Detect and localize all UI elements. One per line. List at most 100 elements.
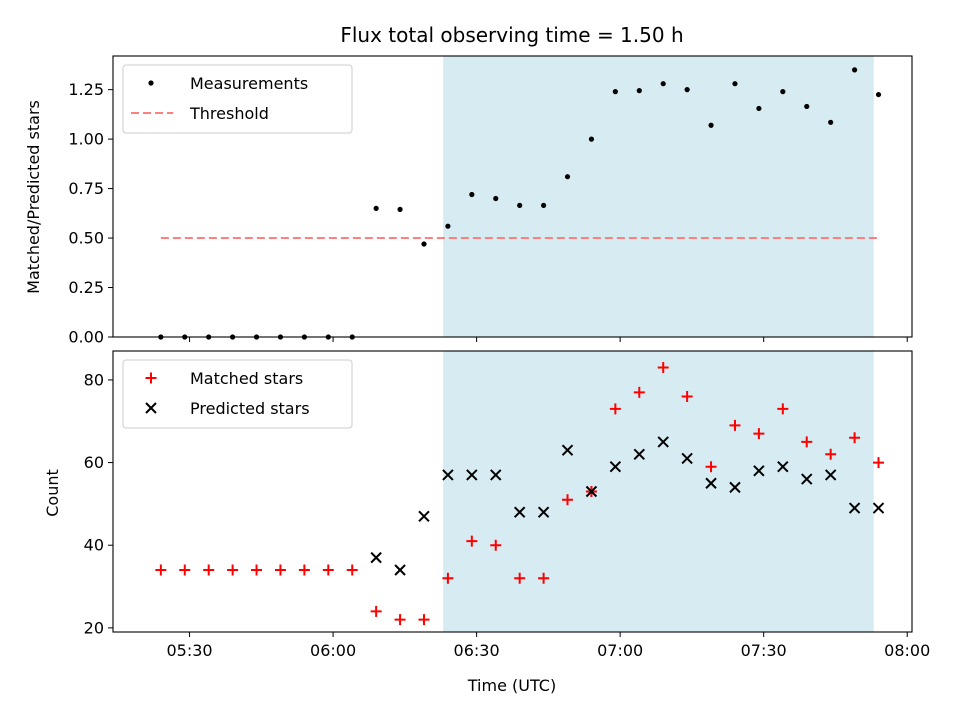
x-tick-label: 07:00 <box>597 641 643 660</box>
top-dot-marker <box>804 103 810 110</box>
bottom-x-marker <box>513 506 526 518</box>
bottom-plus-marker <box>705 461 717 473</box>
x-tick-label: 06:30 <box>454 641 500 660</box>
bottom-x-marker <box>801 473 813 485</box>
bottom-x-marker <box>609 460 622 473</box>
x-tick-label: 07:30 <box>741 641 787 660</box>
top-dot-marker <box>732 81 738 87</box>
x-axis-label: Time (UTC) <box>467 676 556 695</box>
bottom-x-marker <box>753 465 765 477</box>
top-axes-frame <box>112 55 913 338</box>
top-legend-box <box>122 64 353 134</box>
bottom-x-marker <box>824 469 837 481</box>
bottom-x-marker <box>466 469 478 481</box>
bottom-plus-marker <box>538 572 550 584</box>
top-legend-label: Threshold <box>189 104 269 123</box>
bottom-plus-marker <box>657 362 669 374</box>
bottom-plus-marker <box>849 432 861 444</box>
bottom-plus-marker <box>418 614 430 626</box>
top-dot-marker <box>684 87 690 93</box>
bottom-y-tick-label: 60 <box>84 453 104 472</box>
top-dot-marker <box>756 105 762 112</box>
top-dot-marker <box>421 241 427 247</box>
bottom-plus-marker <box>729 419 741 431</box>
chart-title: Flux total observing time = 1.50 h <box>340 23 683 47</box>
bottom-y-tick-label: 80 <box>84 370 104 389</box>
bottom-y-tick-label: 40 <box>84 536 104 555</box>
top-y-tick-label: 0.75 <box>68 179 104 198</box>
bottom-x-marker <box>777 460 789 473</box>
bottom-plus-marker <box>394 614 406 626</box>
bottom-y-tick-label: 20 <box>84 618 104 637</box>
top-y-tick-label: 1.25 <box>68 80 104 99</box>
bottom-plus-marker <box>346 564 358 576</box>
bottom-x-marker <box>872 502 885 514</box>
top-dot-marker <box>517 202 523 209</box>
top-dot-marker <box>540 202 547 209</box>
top-dot-marker <box>875 91 882 98</box>
top-dot-marker <box>397 206 403 212</box>
bottom-shaded-interval <box>443 351 874 632</box>
bottom-legend-x-swatch <box>145 402 157 414</box>
bottom-plus-marker <box>777 403 789 415</box>
top-dot-marker <box>564 174 571 180</box>
bottom-plus-marker <box>753 428 765 440</box>
bottom-plus-marker <box>442 572 454 584</box>
bottom-plus-marker <box>251 564 263 576</box>
x-tick-label: 08:00 <box>884 641 930 660</box>
bottom-x-marker <box>561 444 574 456</box>
top-dot-marker <box>469 191 475 198</box>
bottom-plus-marker <box>514 572 526 584</box>
bottom-x-marker <box>633 448 645 461</box>
bottom-plus-marker <box>490 539 502 551</box>
top-dot-marker <box>636 88 642 94</box>
bottom-axes-frame <box>112 350 913 633</box>
bottom-plus-marker <box>203 564 215 576</box>
bottom-plus-marker <box>562 494 574 506</box>
top-y-tick-label: 0.25 <box>68 278 104 297</box>
bottom-x-marker <box>657 436 669 448</box>
bottom-x-marker <box>490 469 502 481</box>
bottom-x-marker <box>394 564 406 576</box>
bottom-plus-marker <box>274 564 286 576</box>
top-y-tick-label: 1.00 <box>68 130 104 149</box>
top-dot-marker <box>588 136 595 142</box>
bottom-plus-marker <box>801 436 813 448</box>
bottom-plus-marker <box>681 390 693 402</box>
bottom-x-marker <box>442 469 454 481</box>
x-tick-label: 05:30 <box>166 641 212 660</box>
bottom-plus-marker <box>155 564 167 576</box>
bottom-plus-marker <box>298 564 310 576</box>
bottom-x-marker <box>370 551 382 564</box>
top-dot-marker <box>851 67 858 73</box>
top-y-tick-label: 0.00 <box>68 328 104 347</box>
bottom-plus-marker <box>633 386 645 398</box>
x-tick-label: 06:00 <box>310 641 356 660</box>
top-dot-marker <box>780 89 786 95</box>
top-dot-marker <box>828 119 834 125</box>
bottom-plus-marker <box>466 535 478 547</box>
bottom-plus-marker <box>227 564 239 576</box>
bottom-legend-label: Predicted stars <box>190 399 310 418</box>
bottom-legend: Matched stars Predicted stars <box>122 359 353 429</box>
top-y-tick-label: 0.50 <box>68 229 104 248</box>
bottom-x-marker <box>705 477 717 489</box>
top-legend: Measurements Threshold <box>122 64 353 134</box>
bottom-x-marker <box>537 506 550 518</box>
bottom-legend-label: Matched stars <box>190 369 303 388</box>
bottom-x-marker <box>681 452 693 465</box>
top-dot-marker <box>493 195 499 202</box>
bottom-plus-marker <box>825 448 837 460</box>
bottom-legend-plus-swatch <box>145 372 157 384</box>
bottom-x-marker <box>585 485 598 498</box>
bottom-x-marker <box>729 481 741 494</box>
bottom-x-marker <box>848 502 861 514</box>
bottom-plus-marker <box>609 403 621 415</box>
bottom-plus-marker <box>179 564 191 576</box>
bottom-legend-box <box>122 359 353 429</box>
top-dot-marker <box>445 223 451 229</box>
top-dot-marker <box>612 89 618 95</box>
bottom-x-marker <box>418 510 430 523</box>
bottom-plus-marker <box>873 457 885 469</box>
